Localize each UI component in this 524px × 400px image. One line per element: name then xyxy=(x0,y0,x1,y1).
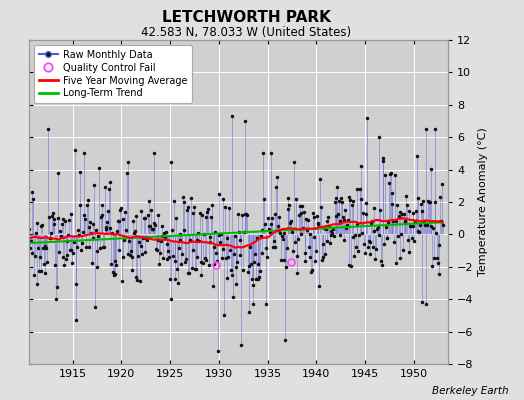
Text: Berkeley Earth: Berkeley Earth xyxy=(432,386,508,396)
Y-axis label: Temperature Anomaly (°C): Temperature Anomaly (°C) xyxy=(478,128,488,276)
Text: LETCHWORTH PARK: LETCHWORTH PARK xyxy=(162,10,331,25)
Text: 42.583 N, 78.033 W (United States): 42.583 N, 78.033 W (United States) xyxy=(141,26,352,39)
Legend: Raw Monthly Data, Quality Control Fail, Five Year Moving Average, Long-Term Tren: Raw Monthly Data, Quality Control Fail, … xyxy=(34,45,192,103)
